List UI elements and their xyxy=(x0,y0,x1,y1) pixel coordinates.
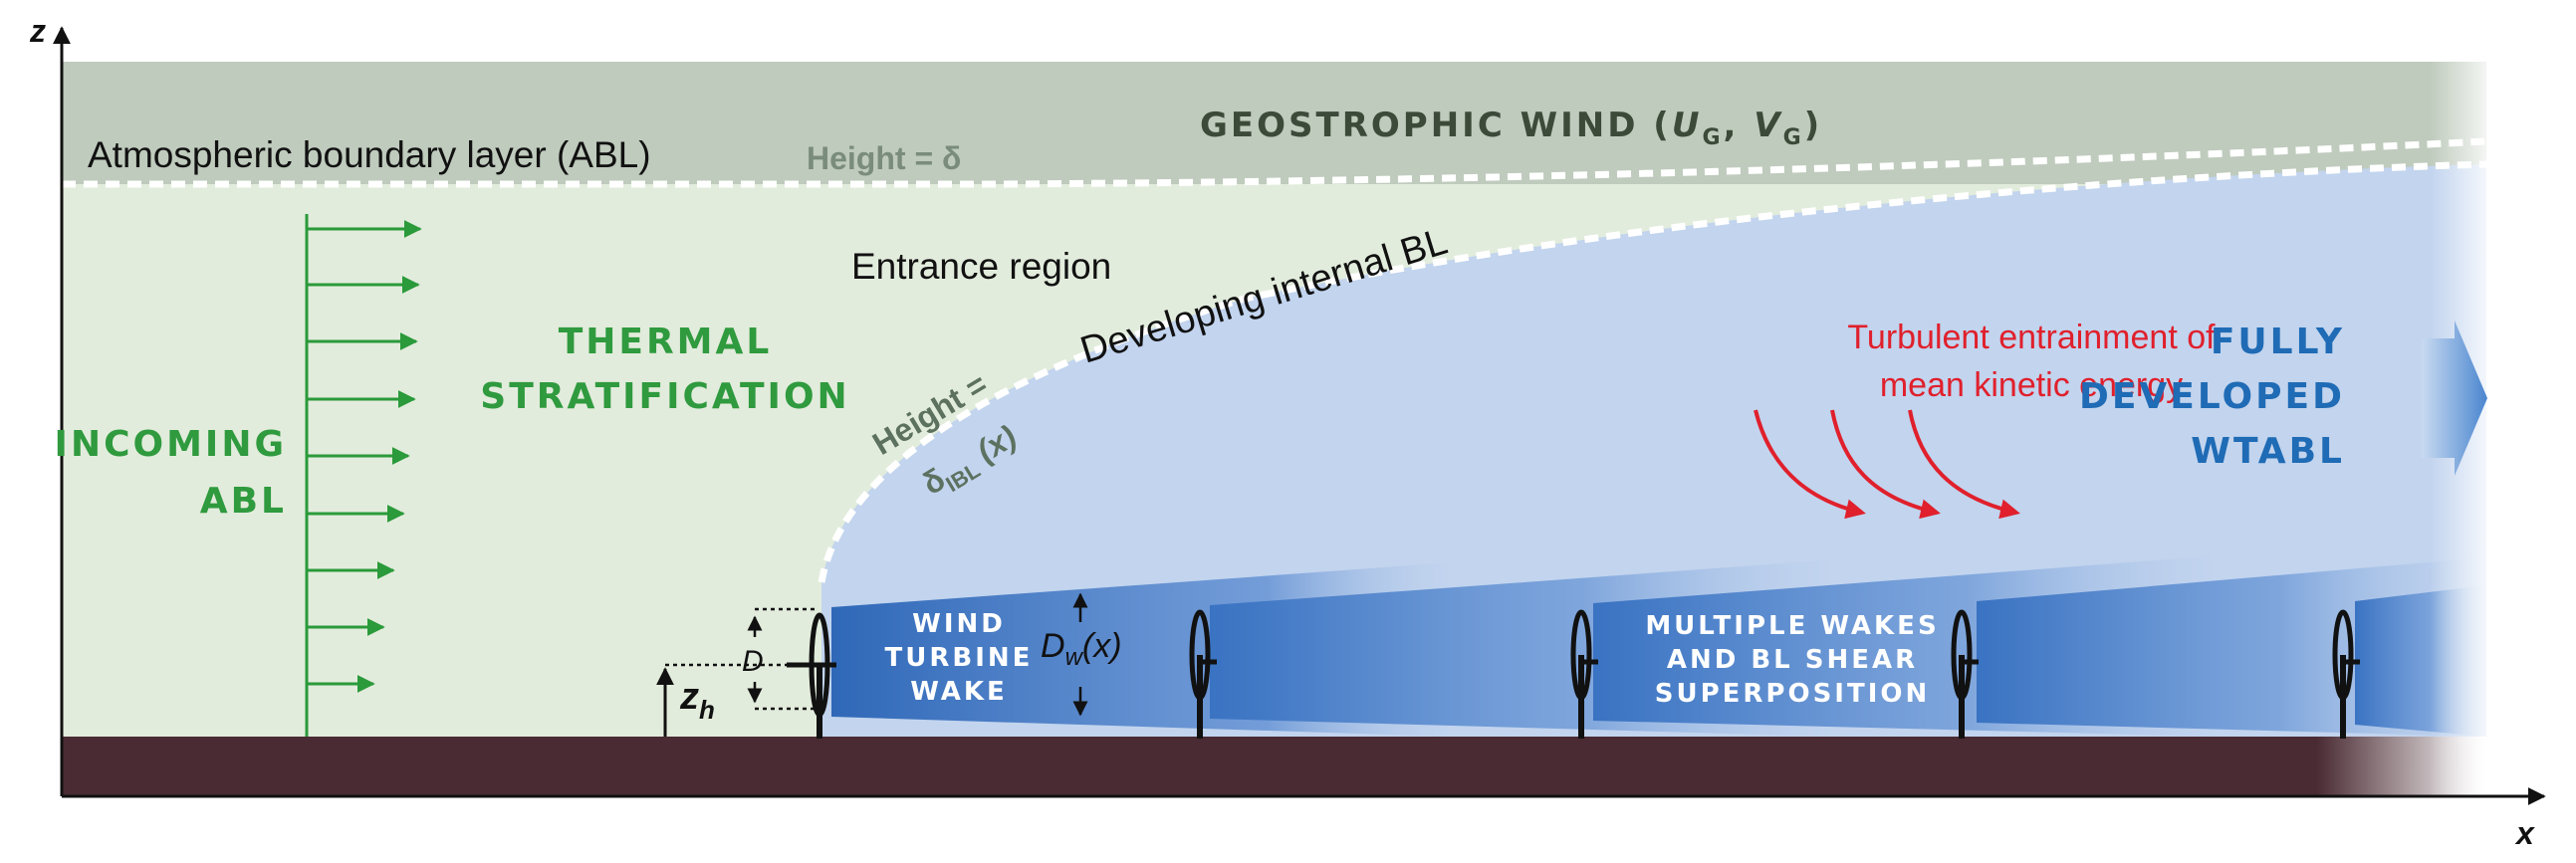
wake-label-line2: TURBINE xyxy=(885,643,1034,673)
entrance-region-label: Entrance region xyxy=(851,246,1111,287)
entrainment-arrows xyxy=(1754,409,2020,520)
wake-diameter-label: Dw(x) xyxy=(1041,627,1122,671)
rotor-diameter-dimension xyxy=(665,607,817,711)
turbulent-entrainment-line2: mean kinetic energy xyxy=(1880,366,2183,404)
wake-label-line1: WIND xyxy=(912,609,1006,639)
wind-turbine xyxy=(1951,609,1979,739)
incoming-velocity-profile xyxy=(305,214,422,737)
abl-label: Atmospheric boundary layer (ABL) xyxy=(88,134,651,175)
entrainment-arrow xyxy=(1754,409,1866,520)
entrainment-arrow xyxy=(1908,409,2020,520)
rotor-diameter-label: D xyxy=(742,645,764,678)
fully-developed-line2: DEVELOPED xyxy=(2079,376,2345,417)
wind-turbine xyxy=(2332,609,2360,739)
x-axis-label: x xyxy=(2514,815,2535,851)
z-axis-label: z xyxy=(29,13,46,49)
abl-top-line xyxy=(62,137,2487,188)
turbulent-entrainment-line1: Turbulent entrainment of xyxy=(1847,319,2216,356)
wake-label-line3: WAKE xyxy=(910,677,1008,707)
wtabl-arrow-main xyxy=(2422,321,2487,476)
fully-developed-line1: FULLY xyxy=(2211,322,2345,362)
hub-height-label: zh xyxy=(679,676,715,725)
wind-turbine xyxy=(787,612,836,739)
ibl-top-line xyxy=(818,160,2487,583)
incoming-abl-line2: ABL xyxy=(200,481,287,522)
wind-turbine xyxy=(1189,609,1217,739)
geostrophic-wind-label: GEOSTROPHIC WIND (UG, VG) xyxy=(1200,106,1822,150)
height-delta-label: Height = δ xyxy=(807,140,961,176)
fully-developed-line3: WTABL xyxy=(2191,431,2345,472)
multiple-wakes-line1: MULTIPLE WAKES xyxy=(1645,611,1939,641)
wind-turbine xyxy=(1570,609,1598,739)
thermal-stratification-line2: STRATIFICATION xyxy=(480,376,849,417)
geostrophic-band xyxy=(62,62,2486,186)
entrainment-arrow xyxy=(1830,409,1941,520)
multiple-wakes-line3: SUPERPOSITION xyxy=(1655,679,1931,709)
wind-turbines xyxy=(787,609,2360,739)
thermal-stratification-line1: THERMAL xyxy=(559,322,773,362)
multiple-wakes-line2: AND BL SHEAR xyxy=(1667,645,1918,675)
ground xyxy=(62,737,2486,796)
incoming-abl-line1: INCOMING xyxy=(55,424,287,465)
